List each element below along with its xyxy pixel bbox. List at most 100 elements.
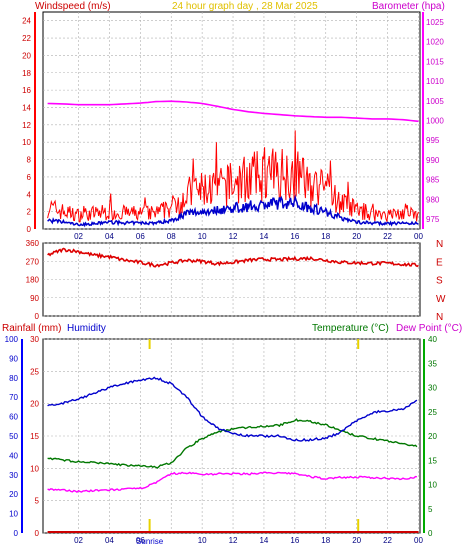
sunrise-label: Sunrise [136,537,164,546]
wind-y-tick: 6 [27,173,32,182]
wind-x-tick: 00 [414,232,423,241]
humidity-y-tick: 20 [9,490,18,499]
wind-x-tick: 02 [74,232,83,241]
climate-x-tick: 22 [383,536,392,545]
compass-label: N [436,312,443,323]
climate-x-tick: 18 [321,536,330,545]
baro-y-tick: 1000 [426,117,444,126]
temperature-y-tick: 20 [428,432,437,441]
baro-y-tick: 990 [426,156,440,165]
baro-y-tick: 1025 [426,18,444,27]
baro-y-tick: 975 [426,215,440,224]
direction-y-tick: 270 [26,257,40,266]
wind-gust-line [47,130,419,224]
rain-y-tick: 5 [35,497,40,506]
wind-x-tick: 06 [136,232,145,241]
wind-x-tick: 20 [352,232,361,241]
rain-y-tick: 0 [35,529,40,538]
humidity-y-tick: 10 [9,510,18,519]
climate-x-tick: 12 [229,536,238,545]
baro-y-tick: 1020 [426,38,444,47]
wind-x-tick: 10 [198,232,207,241]
wind-y-tick: 0 [27,225,32,234]
rain-y-tick: 15 [30,432,39,441]
humidity-y-tick: 0 [14,529,19,538]
baro-y-tick: 980 [426,195,440,204]
rain-y-tick: 30 [30,335,39,344]
baro-y-tick: 1005 [426,97,444,106]
temperature-y-tick: 40 [428,335,437,344]
wind-x-tick: 18 [321,232,330,241]
humidity-y-tick: 70 [9,393,18,402]
wind-plot-area [42,11,421,230]
climate-x-tick: 04 [105,536,114,545]
direction-y-tick: 360 [26,239,40,248]
climate-x-tick: 10 [198,536,207,545]
temperature-axis-label: Temperature (°C) [312,323,389,334]
wind-y-tick: 8 [27,156,32,165]
temperature-y-tick: 15 [428,456,437,465]
wind-y-tick: 4 [27,190,32,199]
humidity-y-tick: 40 [9,451,18,460]
rain-y-tick: 25 [30,367,39,376]
humidity-y-tick: 50 [9,432,18,441]
dewpoint-axis-label: Dew Point (°C) [396,323,462,334]
climate-x-tick: 16 [290,536,299,545]
compass-label: E [436,257,443,268]
humidity-line [47,376,418,442]
dewpoint-line [47,471,417,493]
wind-x-tick: 14 [259,232,268,241]
climate-x-tick: 02 [74,536,83,545]
humidity-y-tick: 60 [9,413,18,422]
humidity-axis-label: Humidity [67,323,106,334]
climate-x-tick: 06 [136,536,145,545]
wind-x-tick: 12 [229,232,238,241]
wind-x-tick: 08 [167,232,176,241]
windspeed-axis-label: Windspeed (m/s) [35,1,111,12]
direction-y-tick: 180 [26,276,40,285]
rainfall-axis-label: Rainfall (mm) [2,323,61,334]
climate-x-tick: 20 [352,536,361,545]
temperature-y-tick: 0 [428,529,433,538]
wind-y-tick: 20 [22,51,31,60]
wind-y-tick: 24 [22,17,31,26]
temperature-y-tick: 25 [428,408,437,417]
wind-y-tick: 2 [27,208,32,217]
wind-direction-line [47,247,419,268]
compass-label: N [436,239,443,250]
humidity-y-tick: 100 [5,335,19,344]
compass-label: W [436,294,446,305]
temperature-y-tick: 30 [428,384,437,393]
temperature-y-tick: 10 [428,481,437,490]
baro-y-tick: 995 [426,136,440,145]
temperature-y-tick: 5 [428,505,433,514]
wind-y-tick: 16 [22,86,31,95]
wind-average-line [47,194,419,228]
chart-title: 24 hour graph day , 28 Mar 2025 [172,1,318,12]
temperature-y-tick: 35 [428,359,437,368]
wind-y-tick: 22 [22,34,31,43]
direction-y-tick: 90 [30,294,39,303]
climate-x-tick: 14 [259,536,268,545]
humidity-y-tick: 30 [9,471,18,480]
humidity-y-tick: 80 [9,374,18,383]
rain-y-tick: 10 [30,464,39,473]
wind-x-tick: 04 [105,232,114,241]
wind-y-tick: 14 [22,103,31,112]
direction-y-tick: 0 [35,312,40,321]
baro-y-tick: 1010 [426,77,444,86]
temperature-line [47,418,418,469]
climate-x-tick: 00 [414,536,423,545]
wind-x-tick: 22 [383,232,392,241]
wind-x-tick: 16 [290,232,299,241]
wind-y-tick: 18 [22,69,31,78]
humidity-y-tick: 90 [9,354,18,363]
wind-y-tick: 12 [22,121,31,130]
wind-y-tick: 10 [22,138,31,147]
barometer-line [47,100,419,123]
rain-y-tick: 20 [30,400,39,409]
baro-y-tick: 1015 [426,57,444,66]
baro-y-tick: 985 [426,176,440,185]
